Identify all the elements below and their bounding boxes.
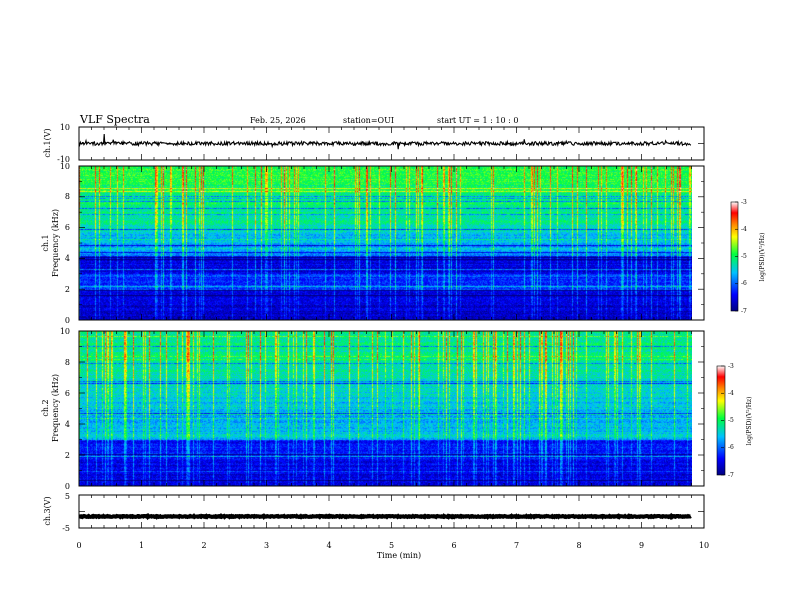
ch2-colorbar: -3 -4 -5 -6 -7 log(PSD)(V²/Hz) (716, 363, 753, 479)
time-tick-5: 5 (389, 541, 394, 550)
time-tick-3: 3 (264, 541, 269, 550)
ch1-waveform-trace (78, 133, 692, 150)
time-tick-2: 2 (201, 541, 206, 550)
ch2-colorbar-ticks (721, 365, 724, 476)
ch1-spectrogram-panel: 0 2 4 6 8 10 ch.1 Frequency (kHz) (41, 162, 766, 325)
ch1-colorbar-tick-m5: -5 (741, 253, 747, 260)
time-tick-6: 6 (451, 541, 456, 550)
ch2-freq-tick-10: 10 (60, 327, 70, 336)
ch1-freq-tick-0: 0 (65, 316, 70, 325)
ch1-ytick-max: 10 (60, 123, 70, 132)
ch1-freq-tick-2: 2 (65, 285, 70, 294)
time-tick-4: 4 (326, 541, 331, 550)
time-tick-0: 0 (76, 541, 81, 550)
ch1-ytick-min: -10 (57, 155, 70, 164)
ch1-colorbar-tick-m7: -7 (741, 308, 747, 315)
ch1-waveform-ticks (78, 126, 705, 161)
time-tick-8: 8 (576, 541, 581, 550)
ch1-freq-tick-8: 8 (65, 192, 70, 201)
ch2-spectrogram-image (79, 331, 692, 486)
ch1-colorbar-tick-m6: -6 (741, 280, 747, 287)
figure-title: VLF Spectra (79, 113, 150, 126)
ch2-spectrogram-ylabel-channel: ch.2 (41, 399, 50, 416)
ch1-colorbar-label: log(PSD)(V²/Hz) (759, 233, 766, 282)
ch1-colorbar-tick-m4: -4 (741, 226, 747, 233)
ch2-colorbar-tick-m4: -4 (728, 390, 734, 397)
ch3-waveform-line (78, 512, 692, 521)
ch1-spectrogram-ylabel-channel: ch.1 (41, 234, 50, 251)
date-label: Feb. 25, 2026 (250, 116, 306, 125)
ch1-colorbar: -3 -4 -5 -6 -7 log(PSD)(V²/Hz) (730, 199, 766, 315)
ch1-colorbar-tick-m3: -3 (741, 199, 747, 206)
ch2-freq-tick-0: 0 (65, 482, 70, 491)
time-axis-ticklabels: 0 1 2 3 4 5 6 7 8 9 10 (76, 541, 709, 550)
ch2-colorbar-tick-m3: -3 (728, 363, 734, 370)
ch2-colorbar-tick-m7: -7 (728, 472, 734, 479)
ch3-ytick-max: 5 (65, 492, 70, 501)
time-tick-9: 9 (639, 541, 644, 550)
ch3-ytick-min: -5 (62, 524, 70, 533)
ch2-freq-tick-8: 8 (65, 358, 70, 367)
ch2-colorbar-label: log(PSD)(V²/Hz) (746, 397, 753, 446)
ch2-freq-tick-2: 2 (65, 451, 70, 460)
ch1-spectrogram-ylabel-frequency: Frequency (kHz) (51, 209, 60, 277)
ch2-spectrogram-ylabel-frequency: Frequency (kHz) (51, 374, 60, 442)
time-axis-label: Time (min) (377, 551, 421, 560)
ch1-spectrogram-ticks (78, 165, 705, 321)
time-tick-1: 1 (139, 541, 144, 550)
ch1-waveform-ylabel: ch.1(V) (43, 128, 52, 157)
time-tick-7: 7 (514, 541, 519, 550)
ch2-spectrogram-panel: 0 2 4 6 8 10 ch.2 Frequency (kHz) -3 -4 … (41, 327, 753, 491)
time-tick-10: 10 (699, 541, 709, 550)
ch1-freq-tick-6: 6 (65, 223, 70, 232)
ch3-waveform-ylabel: ch.3(V) (43, 496, 52, 525)
ch1-spectrogram-image (79, 166, 692, 320)
start-time-label: start UT = 1 : 10 : 0 (437, 116, 518, 125)
ch1-spectrogram-yticklabels: 0 2 4 6 8 10 (60, 162, 70, 325)
ch2-freq-tick-6: 6 (65, 389, 70, 398)
ch2-colorbar-tick-m5: -5 (728, 417, 734, 424)
ch1-spectrogram-raster (79, 166, 692, 320)
ch1-waveform-panel: 10 -10 ch.1(V) (43, 123, 705, 164)
ch2-spectrogram-yticklabels: 0 2 4 6 8 10 (60, 327, 70, 491)
ch1-freq-tick-4: 4 (65, 254, 70, 263)
ch3-waveform-ticks (78, 494, 705, 529)
station-label: station=OUI (343, 116, 394, 125)
ch1-waveform-line (78, 133, 692, 150)
ch1-freq-tick-10: 10 (60, 162, 70, 171)
ch2-colorbar-tick-m6: -6 (728, 444, 734, 451)
ch1-colorbar-ticks (735, 201, 738, 312)
ch3-waveform-trace (78, 512, 692, 521)
ch3-waveform-panel: 5 -5 ch.3(V) (43, 492, 705, 533)
ch2-spectrogram-ticks (78, 330, 705, 487)
ch2-freq-tick-4: 4 (65, 420, 70, 429)
ch2-spectrogram-raster (79, 331, 692, 486)
